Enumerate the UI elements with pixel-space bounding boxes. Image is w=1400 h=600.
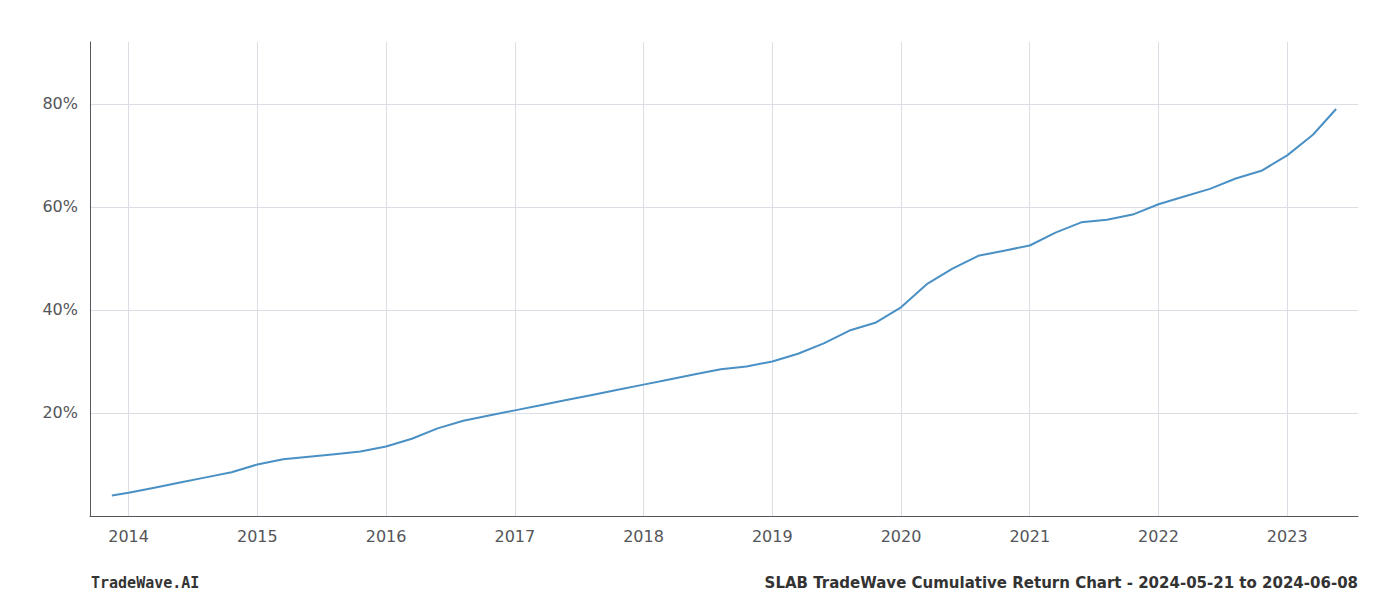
svg-text:TradeWave.AI: TradeWave.AI (91, 574, 199, 592)
svg-text:2019: 2019 (752, 527, 793, 546)
svg-text:2023: 2023 (1267, 527, 1308, 546)
svg-text:60%: 60% (42, 197, 78, 216)
svg-text:40%: 40% (42, 300, 78, 319)
svg-text:SLAB TradeWave Cumulative Retu: SLAB TradeWave Cumulative Return Chart -… (765, 574, 1358, 592)
svg-text:2015: 2015 (237, 527, 278, 546)
svg-text:2017: 2017 (494, 527, 535, 546)
svg-text:80%: 80% (42, 94, 78, 113)
svg-text:2021: 2021 (1009, 527, 1050, 546)
svg-text:20%: 20% (42, 403, 78, 422)
svg-text:2016: 2016 (366, 527, 407, 546)
svg-text:2020: 2020 (881, 527, 922, 546)
svg-text:2018: 2018 (623, 527, 664, 546)
svg-text:2014: 2014 (108, 527, 149, 546)
svg-text:2022: 2022 (1138, 527, 1179, 546)
